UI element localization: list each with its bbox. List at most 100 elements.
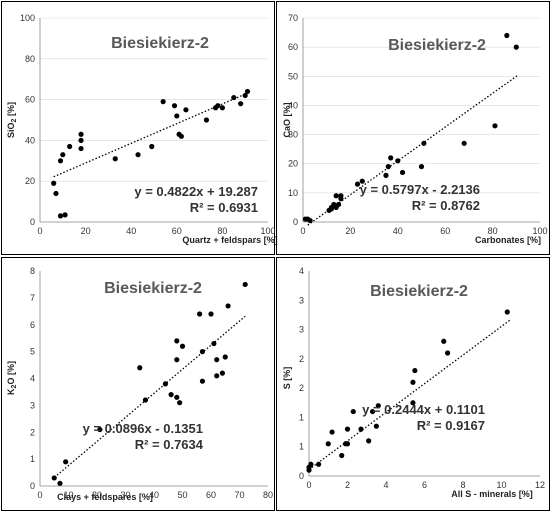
data-point — [366, 438, 372, 444]
data-point — [197, 311, 203, 317]
data-point — [53, 190, 59, 197]
y-tick-label: 0 — [293, 217, 298, 227]
data-point — [177, 400, 183, 406]
y-tick-label: 1 — [30, 454, 35, 464]
data-point — [60, 152, 66, 158]
y-tick-label: 0 — [30, 217, 35, 227]
data-point — [162, 381, 168, 387]
y-axis-title-subscript: 2 — [11, 118, 18, 122]
y-tick-label: 10 — [288, 188, 298, 198]
y-tick-label: 30 — [288, 130, 298, 140]
y-axis-title: K2O [%] — [6, 361, 18, 395]
data-point — [373, 423, 379, 429]
y-tick-label: 3 — [299, 295, 304, 305]
x-tick-label: 10 — [63, 490, 73, 500]
data-point — [137, 365, 143, 371]
y-tick-label: 4 — [299, 266, 304, 276]
x-tick-label: 10 — [496, 480, 506, 490]
r-squared-label: R² = 0.9167 — [417, 418, 485, 433]
chart-title: Biesiekierz-2 — [111, 35, 209, 52]
data-point — [504, 309, 510, 315]
data-point — [335, 201, 342, 208]
data-point — [338, 193, 344, 199]
x-tick-label: 0 — [37, 490, 42, 500]
y-tick-label: 2 — [299, 383, 304, 393]
chart-panel-2: 0 20 40 60 80 100 0 10 20 30 40 50 60 70 Biesiekierz-2… — [276, 1, 550, 255]
x-tick-label: 4 — [383, 480, 388, 490]
data-point — [344, 426, 351, 432]
data-point — [78, 145, 84, 152]
panel-border — [1, 1, 275, 255]
data-point — [385, 164, 391, 170]
y-axis-title-main: K — [6, 388, 16, 395]
data-point — [78, 137, 84, 143]
y-tick-label: 40 — [288, 100, 298, 110]
y-axis-title-tail: [%] — [282, 102, 292, 119]
data-point — [328, 206, 335, 212]
chart-title: Biesiekierz-2 — [104, 280, 202, 297]
data-point — [242, 281, 248, 288]
data-point — [142, 397, 149, 403]
data-point — [219, 105, 225, 111]
data-point — [62, 212, 68, 218]
y-axis-title: CaO [%] — [282, 102, 292, 137]
data-point — [51, 180, 57, 186]
data-point — [78, 131, 84, 137]
x-tick-label: 40 — [393, 226, 403, 236]
chart-title: Biesiekierz-2 — [370, 283, 468, 300]
data-point — [174, 357, 180, 363]
trendline — [56, 315, 246, 476]
x-axis-title: Carbonates [%] — [475, 235, 541, 245]
x-tick-label: 80 — [217, 226, 227, 236]
x-tick-label: 0 — [37, 226, 42, 236]
data-point — [63, 459, 69, 465]
x-tick-label: 12 — [535, 480, 545, 490]
y-tick-label: 40 — [25, 135, 35, 145]
data-point — [179, 343, 186, 349]
trendline-equation: y = 0.2444x + 0.1101 — [362, 402, 485, 417]
data-point — [211, 340, 217, 347]
data-point — [375, 403, 381, 409]
r-squared-label: R² = 0.7634 — [135, 437, 204, 452]
y-tick-label: 7 — [30, 293, 35, 303]
data-point — [149, 143, 155, 150]
data-point — [445, 350, 451, 356]
trendline-equation: y = 0.5797x - 2.2136 — [360, 182, 480, 197]
y-tick-label: 100 — [20, 13, 35, 23]
x-tick-label: 2 — [345, 480, 350, 490]
y-tick-label: 80 — [25, 54, 35, 64]
y-axis-title-subscript: 2 — [11, 384, 18, 388]
y-tick-label: 50 — [288, 71, 298, 81]
y-tick-label: 0 — [30, 481, 35, 491]
y-tick-label: 3 — [30, 400, 35, 410]
data-point — [339, 452, 345, 459]
data-point — [178, 133, 184, 139]
x-tick-label: 20 — [92, 490, 102, 500]
data-point — [395, 158, 401, 164]
data-point — [369, 408, 376, 415]
data-point — [225, 303, 231, 309]
y-axis-title: S [%] — [282, 367, 292, 390]
data-point — [174, 113, 180, 119]
data-point — [350, 408, 356, 415]
x-tick-label: 100 — [532, 226, 547, 236]
data-point — [383, 172, 389, 178]
data-point — [231, 94, 237, 101]
data-point — [238, 101, 244, 107]
y-tick-label: 4 — [30, 374, 35, 384]
y-tick-label: 20 — [25, 176, 35, 186]
data-point — [242, 92, 248, 99]
trendline-equation: y = 0.0896x - 0.1351 — [83, 421, 203, 436]
chart-title: Biesiekierz-2 — [388, 37, 486, 54]
data-point — [307, 217, 313, 224]
trendline-equation: y = 0.4822x + 19.287 — [134, 184, 258, 199]
data-point — [504, 32, 510, 39]
y-tick-label: 0 — [299, 471, 304, 481]
x-tick-label: 0 — [300, 226, 305, 236]
data-point — [51, 475, 57, 481]
x-tick-label: 70 — [234, 490, 244, 500]
y-axis-title-tail: O [%] — [6, 361, 16, 385]
trendline — [53, 91, 251, 178]
data-point — [358, 426, 364, 432]
